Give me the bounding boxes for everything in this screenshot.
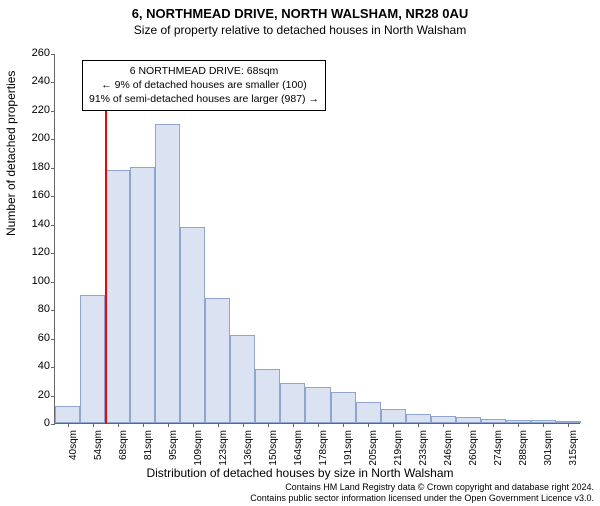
chart-title-sub: Size of property relative to detached ho… [0,23,600,37]
annotation-box: 6 NORTHMEAD DRIVE: 68sqm ← 9% of detache… [82,60,326,111]
histogram-bar [55,406,80,423]
histogram-bar [331,392,356,423]
histogram-bar [130,167,155,423]
histogram-bar [280,383,305,423]
x-tick-mark [168,423,169,427]
y-tick-mark [51,367,55,368]
histogram-bar [406,414,431,423]
y-tick-label: 140 [10,218,50,230]
y-tick-label: 60 [10,332,50,344]
x-tick-mark [143,423,144,427]
annotation-line3: 91% of semi-detached houses are larger (… [89,92,319,106]
y-tick-mark [51,82,55,83]
histogram-bar [381,409,406,423]
x-tick-mark [543,423,544,427]
chart-title-main: 6, NORTHMEAD DRIVE, NORTH WALSHAM, NR28 … [0,6,600,21]
y-tick-label: 200 [10,132,50,144]
x-tick-mark [493,423,494,427]
y-tick-label: 120 [10,246,50,258]
histogram-bar [230,335,255,423]
x-tick-mark [393,423,394,427]
footer-attribution: Contains HM Land Registry data © Crown c… [250,482,594,505]
y-tick-mark [51,225,55,226]
x-tick-mark [293,423,294,427]
histogram-bar [80,295,105,423]
histogram-bar [431,416,456,423]
histogram-bar [305,387,330,423]
x-tick-mark [368,423,369,427]
x-tick-mark [93,423,94,427]
y-tick-label: 220 [10,104,50,116]
x-tick-mark [118,423,119,427]
x-tick-mark [268,423,269,427]
y-tick-label: 260 [10,47,50,59]
y-tick-mark [51,339,55,340]
x-axis-label: Distribution of detached houses by size … [0,466,600,480]
histogram-bar [180,227,205,423]
y-tick-mark [51,139,55,140]
y-tick-label: 80 [10,303,50,315]
y-tick-mark [51,424,55,425]
x-tick-mark [318,423,319,427]
x-tick-mark [193,423,194,427]
histogram-bar [105,170,130,423]
x-tick-mark [68,423,69,427]
annotation-line1: 6 NORTHMEAD DRIVE: 68sqm [89,64,319,78]
histogram-bar [255,369,280,423]
y-tick-label: 100 [10,275,50,287]
y-tick-mark [51,111,55,112]
y-tick-mark [51,196,55,197]
annotation-line2: ← 9% of detached houses are smaller (100… [89,78,319,92]
y-tick-label: 240 [10,75,50,87]
y-tick-label: 180 [10,161,50,173]
x-tick-mark [568,423,569,427]
y-tick-label: 0 [10,417,50,429]
y-axis-label: Number of detached properties [4,71,18,236]
y-tick-label: 40 [10,360,50,372]
histogram-bar [155,124,180,423]
x-tick-mark [243,423,244,427]
y-tick-mark [51,396,55,397]
y-tick-mark [51,253,55,254]
x-tick-mark [468,423,469,427]
histogram-bar [205,298,230,423]
y-tick-label: 20 [10,389,50,401]
y-tick-mark [51,54,55,55]
footer-line2: Contains public sector information licen… [250,493,594,504]
x-tick-mark [443,423,444,427]
reference-marker-line [105,99,107,424]
footer-line1: Contains HM Land Registry data © Crown c… [250,482,594,493]
y-tick-mark [51,168,55,169]
y-tick-mark [51,282,55,283]
y-tick-label: 160 [10,189,50,201]
x-tick-mark [343,423,344,427]
x-tick-mark [218,423,219,427]
x-tick-mark [418,423,419,427]
x-tick-mark [518,423,519,427]
y-tick-mark [51,310,55,311]
histogram-bar [356,402,381,423]
